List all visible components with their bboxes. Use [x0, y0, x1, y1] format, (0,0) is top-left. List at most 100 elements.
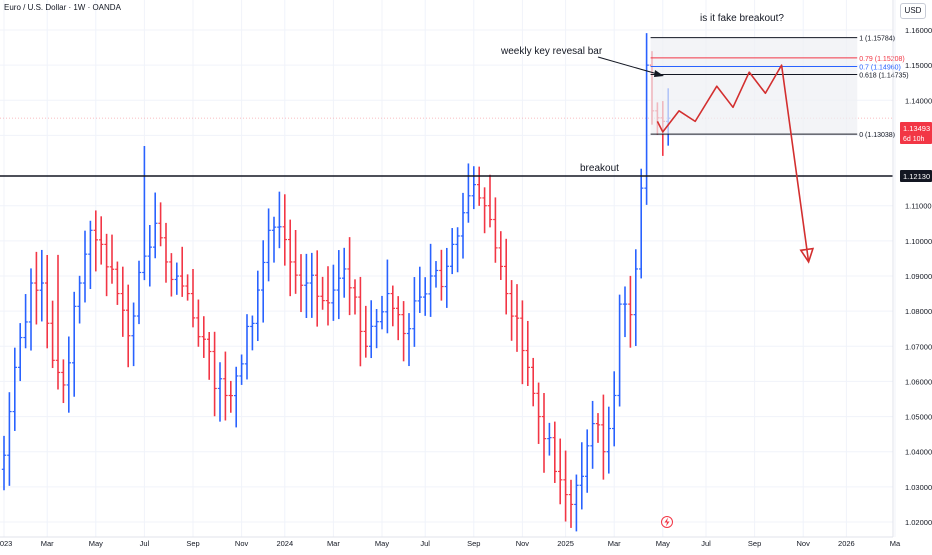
ohlc-bar-up[interactable] [244, 314, 250, 380]
ohlc-bar-down[interactable] [190, 268, 196, 328]
ohlc-bar-up[interactable] [309, 252, 314, 318]
ohlc-bar-up[interactable] [417, 266, 422, 313]
ohlc-bar-down[interactable] [363, 305, 368, 358]
ohlc-bar-down[interactable] [520, 300, 525, 385]
ohlc-bar-down[interactable] [401, 301, 406, 362]
ohlc-bar-up[interactable] [261, 240, 266, 323]
ohlc-bar-down[interactable] [109, 234, 115, 284]
ohlc-bar-down[interactable] [120, 266, 125, 337]
ohlc-bar-down[interactable] [282, 194, 287, 266]
breakout-price-tag[interactable]: 1.12130 [900, 170, 932, 182]
ohlc-bar-down[interactable] [487, 174, 493, 228]
ohlc-bar-up[interactable] [255, 270, 260, 342]
ohlc-bar-up[interactable] [153, 192, 158, 259]
ohlc-bar-up[interactable] [412, 277, 417, 347]
ohlc-bar-up[interactable] [66, 336, 71, 413]
ohlc-bar-down[interactable] [212, 331, 217, 417]
ohlc-bar-up[interactable] [342, 247, 347, 298]
ohlc-bar-down[interactable] [325, 266, 331, 326]
ohlc-bar-up[interactable] [28, 268, 34, 351]
currency-badge[interactable]: USD [900, 3, 926, 19]
ohlc-bar-up[interactable] [466, 163, 471, 223]
ohlc-bar-down[interactable] [34, 251, 39, 325]
current-price-tag[interactable]: 1.13493 6d 10h [900, 122, 932, 144]
ohlc-bar-down[interactable] [185, 274, 190, 301]
ohlc-bar-down[interactable] [531, 357, 536, 407]
ohlc-bar-up[interactable] [12, 347, 17, 431]
ohlc-bar-down[interactable] [126, 284, 131, 368]
ohlc-bar-up[interactable] [239, 354, 244, 385]
ohlc-bar-down[interactable] [558, 438, 563, 505]
ohlc-bar-up[interactable] [304, 253, 309, 319]
ohlc-bar-up[interactable] [331, 264, 336, 321]
ohlc-bar-down[interactable] [358, 276, 363, 367]
ohlc-bar-up[interactable] [1, 435, 7, 491]
ohlc-bar-down[interactable] [55, 254, 61, 390]
ohlc-bar-down[interactable] [352, 279, 358, 315]
ohlc-bar-up[interactable] [217, 362, 223, 422]
ohlc-bar-up[interactable] [612, 371, 617, 447]
ohlc-bar-down[interactable] [196, 299, 201, 347]
ohlc-bar-up[interactable] [39, 249, 44, 322]
ohlc-bar-up[interactable] [455, 227, 460, 273]
ohlc-bar-up[interactable] [72, 291, 77, 397]
ohlc-bar-down[interactable] [50, 300, 55, 369]
ohlc-bar-up[interactable] [7, 392, 12, 486]
ohlc-bar-up[interactable] [450, 228, 455, 275]
ohlc-bar-down[interactable] [595, 413, 601, 443]
ohlc-bar-up[interactable] [250, 315, 255, 351]
ohlc-bar-down[interactable] [163, 222, 169, 283]
ohlc-bar-up[interactable] [379, 295, 385, 330]
ohlc-bar-up[interactable] [622, 286, 628, 338]
ohlc-bar-down[interactable] [477, 166, 482, 206]
ohlc-bar-up[interactable] [579, 442, 584, 510]
ohlc-bar-down[interactable] [99, 216, 104, 265]
ohlc-bar-down[interactable] [293, 230, 298, 294]
ohlc-bar-down[interactable] [228, 380, 233, 413]
ohlc-bar-up[interactable] [428, 243, 433, 317]
ohlc-bar-up[interactable] [590, 400, 595, 469]
ohlc-bar-down[interactable] [514, 284, 520, 352]
ohlc-bar-up[interactable] [271, 216, 277, 263]
ohlc-bar-down[interactable] [315, 250, 320, 327]
ohlc-bar-down[interactable] [504, 238, 509, 315]
ohlc-bar-up[interactable] [406, 313, 412, 367]
ohlc-bar-down[interactable] [104, 233, 109, 297]
ohlc-bar-down[interactable] [223, 351, 228, 421]
ohlc-bar-down[interactable] [288, 219, 293, 297]
ohlc-bar-down[interactable] [536, 382, 541, 444]
ohlc-bar-down[interactable] [525, 320, 530, 386]
ohlc-bar-up[interactable] [147, 225, 152, 287]
ohlc-bar-up[interactable] [142, 145, 147, 281]
ohlc-bar-down[interactable] [180, 246, 185, 297]
ohlc-bar-up[interactable] [82, 230, 88, 303]
ohlc-bar-down[interactable] [509, 280, 514, 341]
ohlc-bar-down[interactable] [207, 331, 212, 380]
ohlc-bar-down[interactable] [115, 261, 120, 305]
ohlc-bar-down[interactable] [482, 187, 487, 234]
ohlc-bar-down[interactable] [541, 393, 547, 473]
ohlc-bar-up[interactable] [606, 406, 611, 474]
ohlc-bar-up[interactable] [369, 300, 374, 359]
projection-path[interactable] [656, 64, 810, 263]
ohlc-bar-up[interactable] [277, 191, 282, 249]
reversal-bar-arrow[interactable] [597, 56, 662, 76]
ohlc-bar-down[interactable] [158, 202, 163, 247]
ohlc-bar-up[interactable] [131, 302, 136, 367]
ohlc-bar-up[interactable] [547, 422, 552, 456]
ohlc-bar-down[interactable] [552, 421, 557, 483]
ohlc-bar-up[interactable] [77, 275, 82, 324]
ohlc-bar-down[interactable] [93, 210, 98, 272]
ohlc-bar-up[interactable] [585, 429, 590, 493]
ohlc-bar-up[interactable] [639, 168, 644, 279]
ohlc-bar-up[interactable] [336, 250, 341, 320]
ohlc-bar-down[interactable] [563, 450, 568, 522]
ohlc-bar-up[interactable] [385, 259, 390, 334]
ohlc-bar-down[interactable] [347, 237, 352, 316]
ohlc-bar-up[interactable] [88, 220, 93, 290]
ohlc-bar-down[interactable] [298, 254, 304, 313]
ohlc-bar-down[interactable] [201, 316, 206, 358]
ohlc-bar-up[interactable] [460, 192, 466, 259]
ohlc-bar-down[interactable] [45, 254, 50, 349]
